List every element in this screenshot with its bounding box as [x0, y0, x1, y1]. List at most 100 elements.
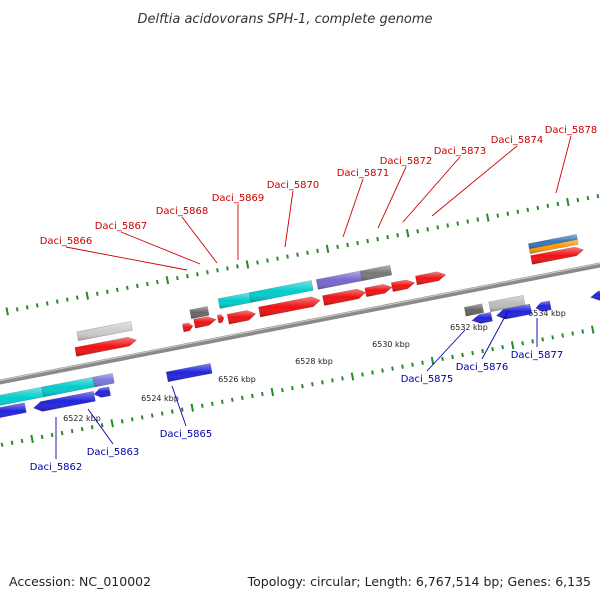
scale-tick-lower — [130, 417, 134, 422]
gene-label: Daci_5868 — [156, 206, 209, 217]
scale-tick-lower — [461, 352, 464, 358]
scale-tick-lower — [20, 438, 24, 444]
kbp-tick-label: 6534 kbp — [528, 309, 566, 318]
scale-tick-lower — [160, 411, 164, 416]
scale-tick-lower — [421, 360, 424, 365]
gene-leader-line — [377, 166, 407, 229]
gene-label: Daci_5862 — [30, 462, 83, 473]
genome-backbone-highlight — [0, 262, 600, 382]
gene-arrow-shading — [529, 239, 579, 254]
scale-tick-lower — [481, 348, 484, 354]
gene-label: Daci_5865 — [160, 429, 213, 440]
scale-tick-upper — [236, 264, 239, 269]
scale-tick-upper — [546, 203, 550, 209]
gene-arrow-shading — [590, 290, 600, 301]
scale-tick-upper — [586, 195, 590, 201]
gene-leader-line — [171, 385, 187, 427]
scale-tick-upper — [196, 272, 199, 277]
gene-arrow-shading — [189, 306, 210, 319]
gene-leader-line — [65, 246, 188, 271]
scale-tick-lower — [510, 341, 515, 350]
scale-tick-lower — [230, 397, 234, 403]
gene-arrow-shading — [488, 295, 525, 312]
scale-tick-upper — [306, 250, 309, 255]
scale-tick-upper — [446, 223, 450, 228]
scale-tick-lower — [180, 407, 184, 412]
gene-arrow-shading — [464, 303, 484, 317]
gene-label: Daci_5874 — [491, 135, 544, 146]
kbp-tick-label: 6530 kbp — [372, 340, 410, 349]
scale-tick-lower — [60, 430, 64, 436]
scale-tick-upper — [396, 233, 400, 238]
gene-leader-line — [426, 329, 466, 372]
scale-tick-lower — [341, 376, 344, 381]
scale-tick-lower — [210, 401, 214, 406]
scale-tick-upper — [596, 193, 600, 199]
gene-label: Daci_5866 — [40, 236, 93, 247]
scale-tick-lower — [350, 372, 355, 381]
gene-arrow-shading — [322, 289, 366, 306]
scale-tick-lower — [551, 335, 555, 340]
kbp-tick-label: 6528 kbp — [295, 357, 333, 366]
scale-tick-lower — [270, 387, 275, 397]
gene-label: Daci_5872 — [380, 156, 433, 167]
scale-tick-upper — [226, 266, 229, 271]
scale-tick-lower — [50, 432, 54, 438]
kbp-tick-label: 6532 kbp — [450, 323, 488, 332]
scale-tick-lower — [40, 434, 44, 440]
gene-label: Daci_5871 — [337, 168, 390, 179]
scale-tick-lower — [361, 372, 364, 377]
scale-tick-upper — [325, 244, 330, 253]
scale-tick-upper — [556, 201, 560, 207]
gene-label: Daci_5873 — [434, 146, 487, 157]
scale-tick-upper — [125, 285, 129, 291]
gene-leader-line — [181, 216, 218, 264]
scale-tick-upper — [156, 279, 159, 285]
gene-label: Daci_5875 — [401, 374, 454, 385]
scale-tick-upper — [146, 281, 149, 287]
scale-tick-lower — [471, 350, 474, 356]
gene-arrow-shading — [76, 321, 133, 341]
gene-label: Daci_5867 — [95, 221, 148, 232]
scale-tick-lower — [170, 409, 174, 414]
track-layer: 6522 kbp 6524 kbp 6526 kbp 6528 kbp 6530 kbp… — [0, 125, 600, 473]
gene-arrow-shading — [217, 314, 224, 323]
kbp-tick-label: 6526 kbp — [218, 375, 256, 384]
scale-tick-lower — [120, 419, 124, 424]
gene-leader-line — [402, 156, 461, 223]
scale-tick-lower — [281, 387, 284, 393]
scale-tick-upper — [346, 242, 349, 248]
kbp-tick-label: 6522 kbp — [63, 414, 101, 423]
scale-tick-upper — [476, 217, 480, 222]
gene-arrow-shading — [316, 271, 363, 290]
scale-tick-lower — [0, 442, 4, 447]
gene-arrow-shading — [193, 316, 216, 329]
scale-tick-upper — [266, 258, 269, 263]
scale-tick-upper — [506, 211, 510, 216]
gene-arrow-shading — [166, 363, 213, 382]
scale-tick-upper — [256, 260, 259, 265]
genome-backbone — [0, 262, 600, 385]
gene-leader-line — [120, 231, 201, 265]
gene-arrow-shading — [391, 279, 415, 292]
scale-tick-upper — [276, 256, 279, 261]
gene-label: Daci_5863 — [87, 447, 140, 458]
gene-leader-line — [481, 310, 509, 360]
gene-arrow-shading — [535, 300, 552, 312]
scale-tick-lower — [590, 325, 595, 334]
gene-label: Daci_5869 — [212, 193, 265, 204]
scale-tick-lower — [331, 378, 334, 383]
scale-tick-upper — [35, 303, 39, 308]
scale-tick-lower — [501, 345, 504, 350]
scale-tick-upper — [486, 213, 490, 222]
gene-leader-line — [342, 178, 364, 238]
scale-tick-lower — [451, 354, 454, 360]
scale-tick-upper — [15, 307, 19, 312]
gene-arrow-shading — [0, 402, 27, 418]
gene-arrow-shading — [218, 292, 252, 309]
gene-arrow-shading — [182, 322, 193, 332]
scale-tick-upper — [376, 236, 379, 242]
scale-tick-lower — [220, 399, 224, 404]
scale-tick-lower — [110, 419, 114, 428]
scale-tick-upper — [55, 299, 59, 304]
